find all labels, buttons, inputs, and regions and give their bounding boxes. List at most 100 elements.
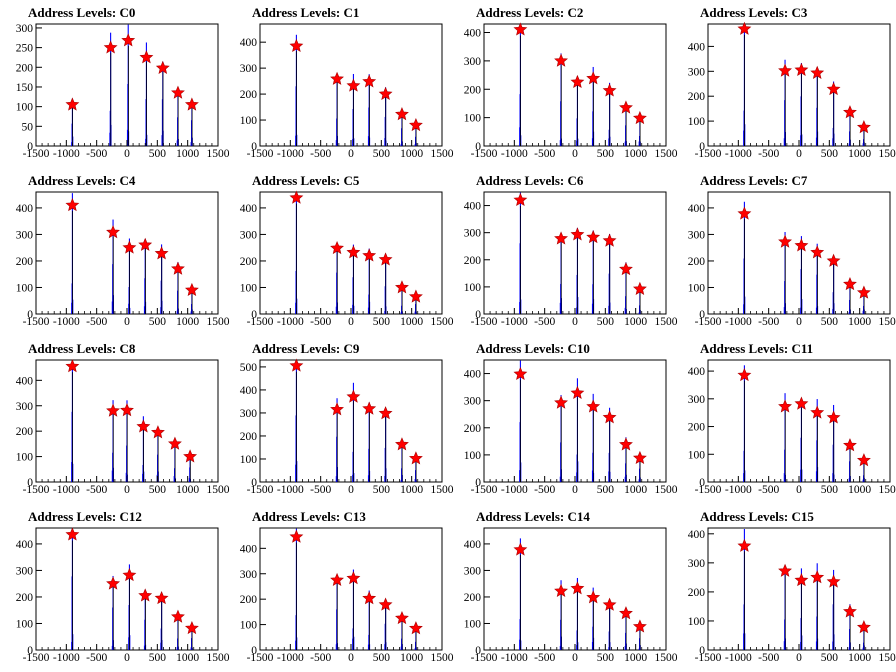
x-tick-label: 500 (149, 652, 167, 664)
y-tick-label: 0 (251, 309, 257, 321)
x-tick-label: 1000 (848, 484, 871, 496)
y-tick-label: 200 (688, 256, 706, 268)
chart-12: Address Levels: C12 -1500 -1000 -500 0 500 100… (16, 509, 230, 664)
x-tick-label: -1500 (695, 484, 722, 496)
peak-marker (794, 238, 809, 252)
x-tick-label: 1500 (879, 148, 896, 160)
y-tick-label: 150 (16, 82, 34, 94)
peak-marker (65, 97, 80, 111)
y-tick-label: 400 (240, 37, 258, 49)
peak-marker (171, 85, 185, 99)
y-tick-label: 0 (699, 309, 705, 321)
y-tick-label: 0 (27, 309, 33, 321)
x-tick-label: 1500 (431, 148, 454, 160)
chart-title: Address Levels: C11 (700, 341, 813, 356)
histogram-bars (295, 192, 417, 314)
peak-marker (826, 574, 841, 588)
peak-marker (632, 281, 647, 295)
x-tick-label: 1500 (207, 652, 230, 664)
y-tick-label: 400 (688, 366, 706, 378)
chart-title: Address Levels: C5 (252, 173, 360, 188)
y-tick-label: 400 (16, 375, 34, 387)
chart-7: Address Levels: C7-1500 -1000 -500 0 500 1000… (688, 173, 896, 328)
x-tick-label: -1000 (53, 316, 80, 328)
x-tick-label: -1000 (501, 316, 528, 328)
x-tick-label: -1500 (23, 316, 50, 328)
chart-title: Address Levels: C7 (700, 173, 808, 188)
peak-marker (346, 389, 361, 403)
peak-marker (586, 229, 601, 244)
x-tick-label: -1000 (277, 652, 304, 664)
x-tick-label: 1000 (176, 316, 199, 328)
peak-marker (826, 81, 841, 96)
y-tick-label: 300 (240, 569, 258, 581)
peak-marker (122, 567, 137, 582)
peak-marker (330, 71, 344, 85)
peak-marker (408, 451, 423, 465)
plot-frame (483, 191, 667, 315)
x-tick-label: -1500 (247, 484, 274, 496)
y-tick-label: 400 (240, 543, 258, 555)
x-tick-label: -1500 (695, 652, 722, 664)
x-tick-label: 500 (597, 148, 615, 160)
y-tick-label: 0 (251, 645, 257, 657)
peak-marker (737, 206, 752, 220)
peak-marker (184, 97, 199, 111)
x-tick-label: -500 (310, 316, 331, 328)
peak-marker (362, 248, 377, 262)
x-tick-label: 500 (821, 148, 839, 160)
peak-marker (154, 590, 169, 605)
peak-marker (619, 437, 633, 451)
peak-marker (184, 282, 199, 297)
peak-marker (395, 107, 409, 121)
y-tick-label: 0 (27, 477, 33, 489)
x-tick-label: 500 (373, 316, 391, 328)
peak-marker (120, 403, 134, 417)
y-tick-label: 400 (464, 201, 482, 213)
y-tick-label: 300 (240, 408, 258, 420)
peak-marker (810, 405, 825, 419)
x-tick-label: -1000 (501, 484, 528, 496)
y-tick-label: 300 (240, 63, 258, 75)
x-tick-label: -500 (534, 148, 555, 160)
x-tick-label: 0 (796, 484, 802, 496)
x-tick-label: -1000 (277, 148, 304, 160)
peak-marker (810, 570, 825, 584)
x-tick-label: -500 (310, 484, 331, 496)
y-tick-label: 200 (464, 592, 482, 604)
y-tick-label: 300 (688, 229, 706, 241)
y-tick-label: 400 (16, 539, 34, 551)
peak-marker (856, 620, 871, 634)
x-tick-label: -500 (86, 148, 107, 160)
x-tick-label: 1500 (879, 484, 896, 496)
peak-marker (856, 120, 871, 134)
peak-marker (138, 588, 153, 602)
y-tick-label: 200 (16, 592, 34, 604)
x-tick-label: 1500 (655, 148, 678, 160)
chart-13: Address Levels: C13 -1500 -1000 -500 0 500 100… (240, 509, 454, 664)
x-tick-label: -1500 (23, 484, 50, 496)
x-tick-label: 1000 (624, 484, 647, 496)
peak-marker (167, 436, 182, 450)
x-tick-label: -500 (86, 652, 107, 664)
y-tick-label: 300 (464, 565, 482, 577)
peak-marker (121, 33, 136, 47)
y-tick-label: 200 (464, 255, 482, 267)
peak-marker (289, 38, 304, 52)
x-tick-label: -1500 (247, 652, 274, 664)
plot-frame (483, 359, 667, 483)
x-tick-label: -500 (310, 652, 331, 664)
x-tick-label: 0 (796, 316, 802, 328)
x-tick-label: -500 (534, 652, 555, 664)
x-tick-label: -500 (310, 148, 331, 160)
y-tick-label: 400 (688, 41, 706, 53)
histogram-bars (743, 24, 865, 146)
x-tick-label: -1500 (471, 316, 498, 328)
chart-title: Address Levels: C3 (700, 5, 808, 20)
x-tick-label: -1000 (725, 484, 752, 496)
peak-marker (554, 231, 568, 245)
peak-marker (155, 60, 170, 74)
x-tick-label: -1500 (695, 148, 722, 160)
chart-3: Address Levels: C3-1500 -1000 -500 0 500 1000… (688, 5, 896, 160)
